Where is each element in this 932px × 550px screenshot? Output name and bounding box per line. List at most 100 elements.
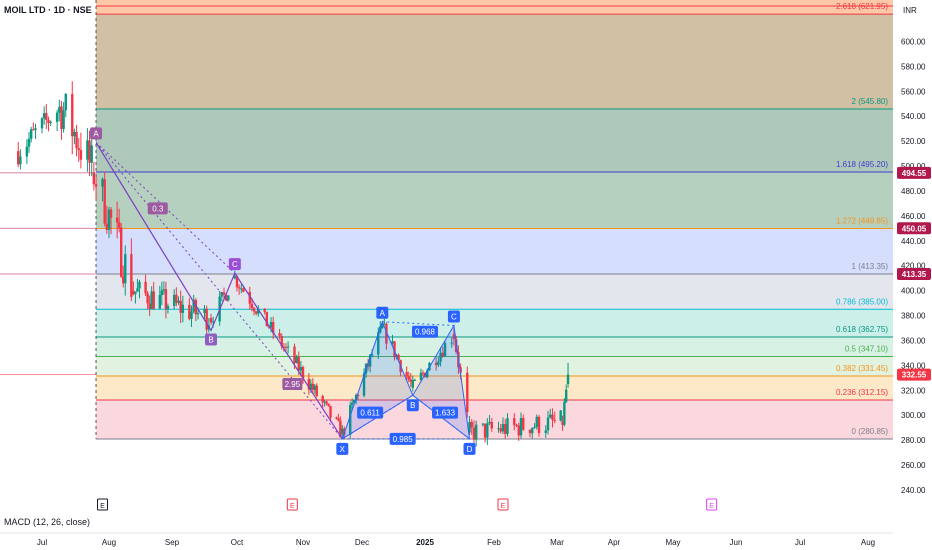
- fib-level-label: 1 (413.35): [852, 262, 889, 271]
- price-label-box: [897, 368, 931, 381]
- candle-body: [506, 418, 509, 434]
- candle: [205, 305, 208, 336]
- candle: [175, 287, 178, 307]
- candle: [486, 418, 489, 445]
- candle-body: [152, 291, 155, 309]
- candle: [42, 106, 46, 125]
- candle-body: [315, 385, 318, 397]
- candle: [537, 415, 541, 437]
- candle: [235, 275, 239, 292]
- candle: [136, 278, 139, 292]
- candle-body: [124, 254, 127, 284]
- candle: [160, 281, 164, 306]
- candle-body: [17, 151, 20, 165]
- candle-body: [138, 281, 141, 289]
- symbol-title: MOIL LTD · 1D · NSE: [4, 5, 92, 15]
- candle-body: [136, 288, 139, 292]
- harmonic-dotted: [382, 321, 454, 326]
- candle-body: [323, 401, 326, 403]
- candle: [531, 427, 534, 439]
- candle: [307, 373, 311, 395]
- candle-body: [271, 321, 275, 334]
- fib-level-label: 0.5 (347.10): [845, 345, 888, 354]
- candle: [349, 401, 352, 439]
- candle: [522, 414, 525, 431]
- candle: [146, 291, 149, 310]
- harmonic-point-label: [336, 442, 349, 455]
- fib-band: [96, 309, 894, 338]
- candle-body: [49, 121, 52, 124]
- harmonic-point-text: A: [380, 309, 386, 318]
- candle: [105, 205, 109, 234]
- candle: [443, 340, 447, 357]
- candle-body: [115, 217, 119, 223]
- candle: [233, 270, 237, 280]
- candle-body: [286, 346, 290, 348]
- candle: [563, 398, 566, 427]
- candle: [409, 373, 412, 387]
- candle: [450, 337, 453, 348]
- harmonic-point-label: [463, 442, 476, 455]
- candle-body: [267, 326, 271, 328]
- price-tick: 440.00: [901, 237, 926, 246]
- candle-body: [278, 333, 281, 337]
- candle-body: [130, 254, 133, 297]
- candle-body: [488, 421, 491, 424]
- candle: [284, 343, 288, 352]
- candle: [90, 137, 93, 177]
- candle: [413, 378, 417, 381]
- candle-body: [470, 421, 473, 428]
- candle-body: [194, 299, 198, 315]
- candle-body: [341, 428, 344, 434]
- candle-body: [175, 294, 178, 303]
- candle-body: [181, 304, 185, 313]
- candle: [466, 366, 469, 418]
- time-tick: May: [665, 538, 680, 547]
- candle-body: [40, 118, 44, 129]
- candle: [122, 265, 125, 288]
- candle: [88, 130, 91, 176]
- candle-body: [454, 339, 458, 352]
- candle: [119, 223, 123, 279]
- candle-body: [383, 323, 386, 325]
- fib-level-label: 1.272 (449.85): [836, 217, 888, 226]
- candle: [434, 357, 438, 371]
- time-tick: Jul: [37, 538, 47, 547]
- candle: [25, 139, 29, 164]
- harmonic-point-text: D: [467, 445, 473, 454]
- candle: [397, 353, 400, 361]
- candle-body: [166, 306, 170, 310]
- candle: [32, 122, 35, 131]
- time-tick: Aug: [861, 538, 875, 547]
- candle: [75, 124, 78, 157]
- candle: [263, 308, 266, 315]
- harmonic-point-label: [376, 306, 389, 319]
- candle-body: [311, 383, 315, 390]
- candle: [132, 281, 135, 296]
- candle: [19, 149, 22, 170]
- time-tick: Feb: [487, 538, 501, 547]
- candle: [148, 295, 151, 317]
- candle: [325, 400, 328, 406]
- candle-body: [252, 307, 256, 312]
- candle: [164, 281, 168, 319]
- macd-indicator-label[interactable]: MACD (12, 26, close): [4, 517, 91, 527]
- candle-body: [441, 352, 445, 357]
- earnings-marker: [286, 498, 298, 511]
- candle: [107, 206, 111, 239]
- candle: [549, 408, 552, 419]
- price-label-box: [897, 166, 931, 179]
- candle-body: [413, 379, 417, 381]
- candle: [47, 116, 50, 132]
- price-tick: 320.00: [901, 386, 926, 395]
- candle-body: [284, 347, 288, 349]
- candle: [513, 413, 516, 431]
- candle-body: [148, 303, 151, 309]
- candle-body: [282, 346, 286, 348]
- candle: [190, 305, 193, 327]
- harmonic-point-text: A: [93, 129, 99, 138]
- candle-body: [164, 289, 168, 310]
- harmonic-point-text: C: [232, 260, 238, 269]
